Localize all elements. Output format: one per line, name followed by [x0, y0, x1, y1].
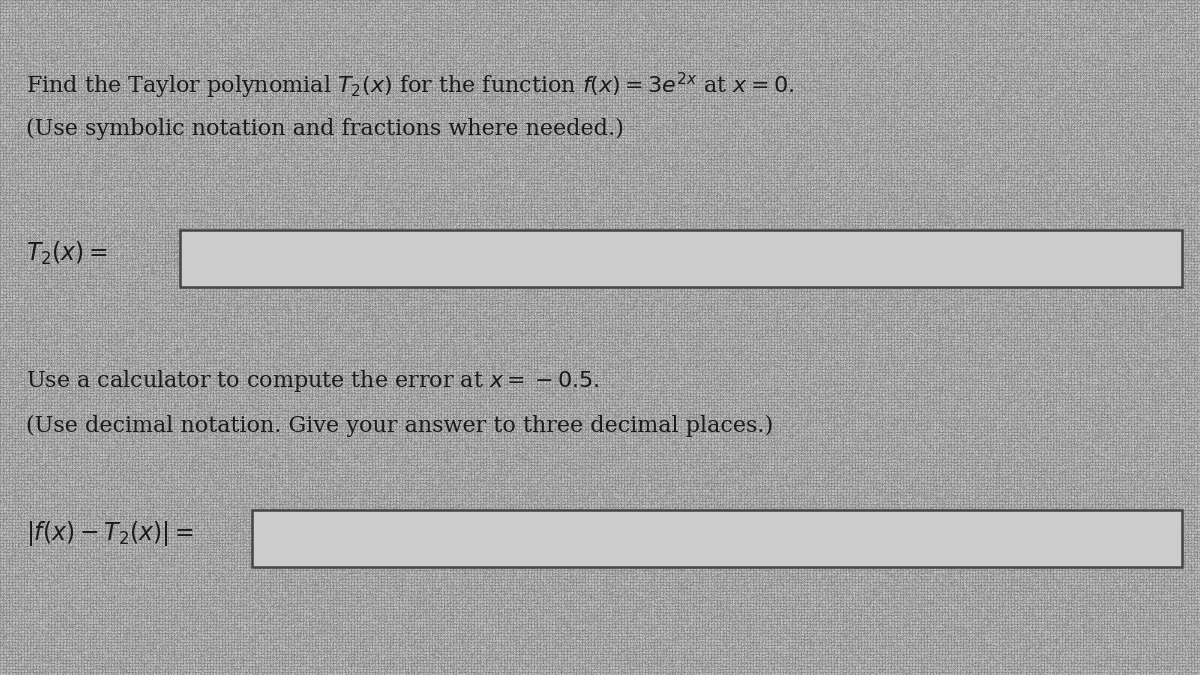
Text: (Use symbolic notation and fractions where needed.): (Use symbolic notation and fractions whe… — [26, 118, 624, 140]
Text: $|f(x) - T_2(x)| =$: $|f(x) - T_2(x)| =$ — [26, 519, 194, 547]
Text: Find the Taylor polynomial $T_2(x)$ for the function $f(x) = 3e^{2x}$ at $x = 0.: Find the Taylor polynomial $T_2(x)$ for … — [26, 71, 794, 101]
FancyBboxPatch shape — [180, 230, 1182, 287]
FancyBboxPatch shape — [252, 510, 1182, 567]
Text: Use a calculator to compute the error at $x = -0.5.$: Use a calculator to compute the error at… — [26, 368, 600, 394]
Text: (Use decimal notation. Give your answer to three decimal places.): (Use decimal notation. Give your answer … — [26, 415, 774, 437]
Text: $T_2(x) =$: $T_2(x) =$ — [26, 240, 108, 267]
